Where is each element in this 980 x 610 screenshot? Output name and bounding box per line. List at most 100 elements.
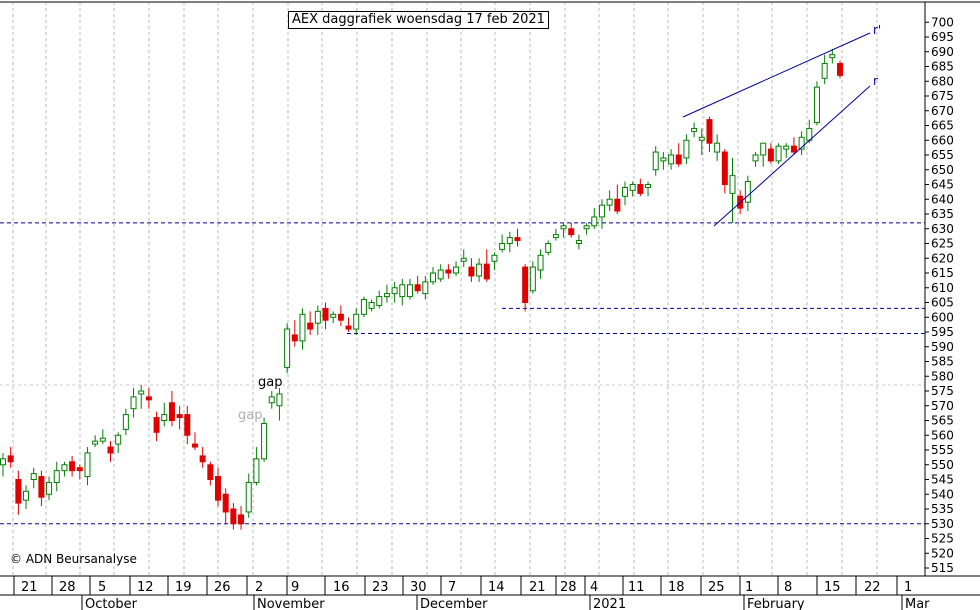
candle [46,476,53,501]
candle [7,447,14,468]
x-day-label: 25 [708,580,725,595]
y-tick-label: 550 [931,458,954,472]
x-day-label: 30 [410,580,427,595]
x-axis: 21 28 5 12 19 26 2 9 16 23 30 7 14 21 28 4 11 18 25 1 8 15 22 1… [0,575,980,610]
candle [360,296,367,318]
candle [168,391,175,427]
x-day-label: 16 [333,580,350,595]
candle [537,249,544,279]
candle [698,128,705,155]
candle [238,506,245,530]
y-tick-label: 560 [931,428,954,442]
candle [437,264,444,282]
candle [107,441,114,462]
x-month-label: 2021 [593,597,626,610]
y-tick-label: 575 [931,384,954,398]
horizontal-levels [0,222,925,525]
candle [430,267,437,285]
candle [76,464,83,480]
candle [645,181,652,197]
candle [92,435,99,448]
candle [23,485,30,509]
copyright: © ADN Beursanalyse [10,552,137,566]
candle [15,470,22,515]
candle [668,149,675,170]
x-day-label: 18 [668,580,685,595]
x-day-label: 12 [137,580,154,595]
annotation-gap-grey: gap [238,408,262,423]
candle [568,222,575,238]
y-tick-label: 665 [931,119,954,133]
candle [506,231,513,253]
candle [414,275,421,294]
candle [675,143,682,167]
candle [806,119,813,144]
y-tick-label: 670 [931,104,954,118]
candle [729,157,736,223]
y-tick-label: 545 [931,473,954,487]
candle [276,388,283,421]
candle [368,299,375,312]
candle [207,461,214,486]
candle [383,284,390,303]
y-tick-label: 590 [931,340,954,354]
candle [560,222,567,238]
candle [153,411,160,442]
y-tick-label: 595 [931,325,954,339]
y-tick-label: 565 [931,414,954,428]
candle [706,116,713,153]
candle [422,275,429,300]
y-tick-label: 630 [931,222,954,236]
candle [138,385,145,409]
y-tick-label: 640 [931,192,954,206]
candle [476,258,483,282]
candles [0,48,843,530]
candle [468,258,475,282]
y-tick-label: 520 [931,546,954,560]
candle [483,249,490,282]
candle [445,264,452,279]
x-day-label: 28 [560,580,577,595]
candle [230,503,237,530]
y-tick-label: 585 [931,355,954,369]
candle [775,143,782,164]
candle [345,317,352,332]
annotation-gap-black: gap [258,375,282,390]
candle [598,199,605,229]
x-day-label: 21 [21,580,38,595]
x-month-label: December [420,597,488,610]
candle [790,137,797,155]
annotation-r: r [873,74,878,88]
candle [253,447,260,486]
candle [322,302,329,330]
candle [268,391,275,409]
y-tick-label: 620 [931,251,954,265]
y-tick-label: 645 [931,178,954,192]
candle [245,473,252,518]
candle [829,48,836,64]
candle [552,228,559,241]
y-tick-label: 700 [931,15,954,29]
y-tick-label: 515 [931,561,954,575]
candle [115,432,122,453]
candle [760,142,767,167]
y-tick-label: 695 [931,30,954,44]
x-day-label: 19 [175,580,192,595]
candle [721,149,728,194]
candle [38,470,45,507]
candle [53,461,60,492]
candle [61,461,68,477]
y-tick-label: 690 [931,45,954,59]
candle [460,249,467,268]
candle [683,134,690,164]
x-day-label: 11 [628,580,645,595]
x-day-label: 8 [784,580,792,595]
x-day-label: 22 [864,580,881,595]
candle [191,432,198,450]
candle [621,181,628,206]
y-tick-label: 615 [931,266,954,280]
y-tick-label: 530 [931,517,954,531]
x-day-label: 23 [372,580,389,595]
candle [606,190,613,212]
